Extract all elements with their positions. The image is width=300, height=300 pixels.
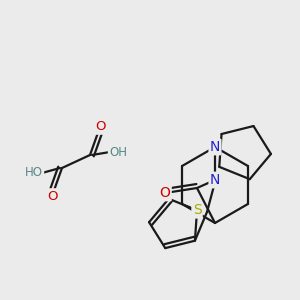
Text: OH: OH [109,146,127,158]
Text: O: O [47,190,57,202]
Text: O: O [160,186,170,200]
Text: O: O [95,121,105,134]
Text: HO: HO [25,167,43,179]
Text: N: N [210,173,220,187]
Text: N: N [210,140,220,154]
Text: S: S [193,203,201,217]
